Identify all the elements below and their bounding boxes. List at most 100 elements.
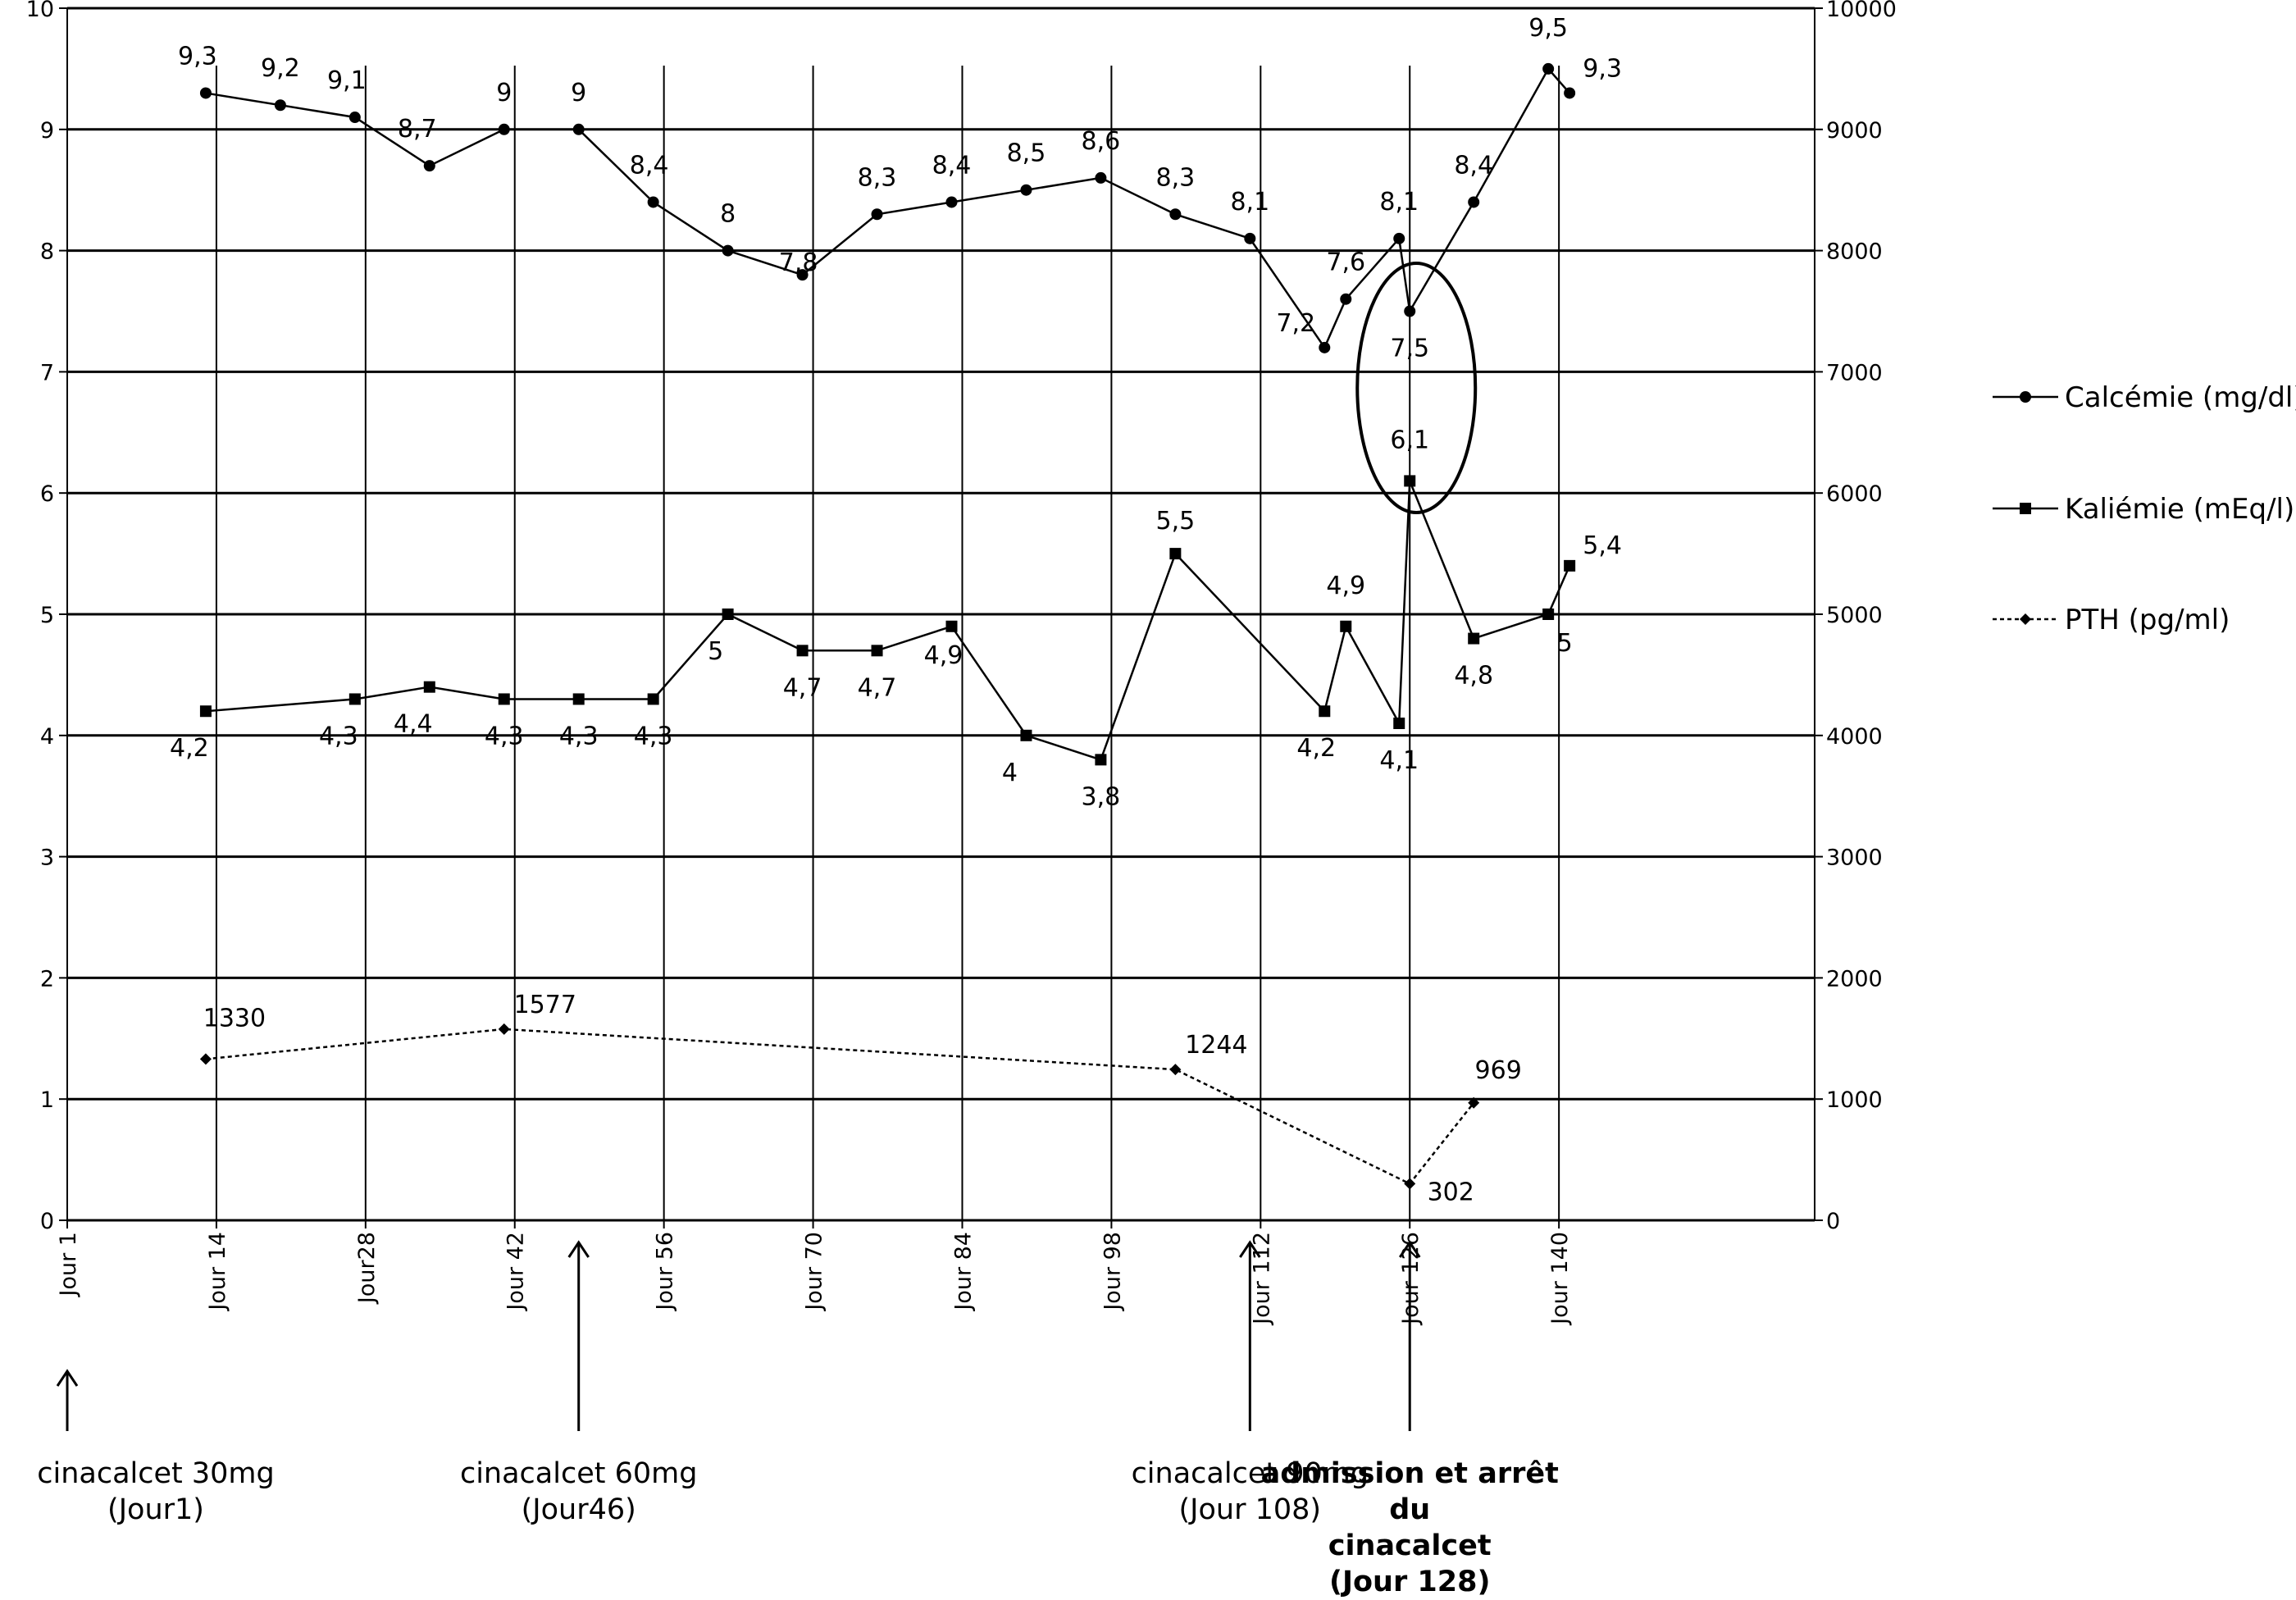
calcemie-point (1468, 196, 1480, 208)
kaliemie-point (423, 681, 435, 693)
kaliemie-point (348, 693, 361, 705)
data-label: 8,3 (858, 163, 897, 192)
right-tick-label: 2000 (1826, 966, 1883, 991)
data-label: 8,4 (630, 151, 669, 180)
legend-label: Calcémie (mg/dl) (2065, 381, 2296, 414)
kaliemie-point (1542, 609, 1555, 620)
right-tick-label: 7000 (1826, 360, 1883, 385)
data-label: 4,9 (924, 641, 963, 670)
kaliemie-point (1404, 475, 1416, 487)
x-tick-label: Jour28 (354, 1232, 380, 1305)
data-label: 8,1 (1230, 188, 1269, 217)
annotation-line: admission et arrêt du (1260, 1457, 1559, 1526)
annotation-arrowhead (1239, 1240, 1261, 1258)
kaliemie-point (498, 693, 510, 705)
calcemie-point (1244, 232, 1256, 244)
data-label: 7,8 (779, 248, 818, 277)
calcemie-point (945, 196, 958, 208)
x-tick-label: Jour 98 (1100, 1232, 1125, 1312)
calcemie-point (1319, 341, 1331, 353)
kaliemie-point (572, 693, 585, 705)
legend-marker-circle (2020, 391, 2031, 403)
data-label: 9,5 (1528, 14, 1568, 43)
legend-label: PTH (pg/ml) (2065, 604, 2230, 636)
data-label: 4,2 (1296, 734, 1336, 763)
calcemie-point (1393, 232, 1405, 244)
pth-point (1169, 1064, 1182, 1076)
right-tick-label: 6000 (1826, 481, 1883, 507)
annotation-line: (Jour 128) (1328, 1566, 1491, 1598)
kaliemie-point (1095, 754, 1107, 766)
data-label: 5,4 (1583, 531, 1622, 560)
right-tick-label: 3000 (1826, 846, 1883, 871)
data-label: 4 (1002, 759, 1018, 787)
data-label: 302 (1428, 1178, 1474, 1206)
annotation-arrowhead (567, 1240, 590, 1258)
data-label: 4,8 (1454, 662, 1493, 691)
annotation-arrowhead (56, 1369, 79, 1387)
left-tick-label: 3 (40, 846, 54, 871)
left-tick-label: 1 (40, 1087, 54, 1113)
calcemie-point (572, 123, 585, 135)
kaliemie-point (945, 620, 958, 632)
data-label: 9,1 (327, 66, 367, 95)
x-tick-label: Jour 14 (205, 1232, 230, 1312)
data-label: 4,9 (1326, 572, 1365, 600)
x-tick-label: Jour 42 (503, 1232, 529, 1312)
left-tick-label: 6 (40, 481, 54, 507)
grid-lines (67, 7, 1815, 1222)
data-label: 8,7 (398, 115, 437, 144)
data-label: 8,3 (1156, 163, 1196, 192)
x-tick-label: Jour 56 (653, 1232, 678, 1312)
kaliemie-point (1020, 729, 1032, 741)
data-label: 7,2 (1276, 309, 1315, 338)
data-label: 1330 (203, 1004, 266, 1032)
annotation-line: (Jour46) (521, 1493, 636, 1526)
data-label: 4,1 (1379, 746, 1419, 775)
data-label: 1577 (514, 991, 576, 1019)
left-tick-label: 8 (40, 239, 54, 265)
kaliemie-point (871, 645, 883, 657)
data-label: 8,6 (1082, 127, 1121, 156)
legend: Calcémie (mg/dl) Kaliémie (mEq/l) PTH (pg/… (1993, 381, 2296, 636)
annotation-arrowhead (1398, 1240, 1421, 1258)
data-label: 7,6 (1326, 248, 1365, 277)
left-tick-label: 4 (40, 724, 54, 750)
axes: 0 1 2 3 4 5 6 7 8 9 10 0 1000 2000 3000 4000 5000 6000 700… (26, 0, 1897, 1431)
left-tick-label: 0 (40, 1209, 54, 1234)
calcemie-point (722, 244, 734, 257)
data-label: 4,3 (485, 722, 524, 750)
annotation-line: cinacalcet (1328, 1529, 1492, 1562)
right-tick-label: 1000 (1826, 1087, 1883, 1113)
kaliemie-point (1393, 718, 1405, 730)
calcemie-point (498, 123, 510, 135)
data-label: 4,4 (394, 710, 433, 739)
annotation-line: (Jour1) (107, 1493, 204, 1526)
kaliemie-point (1169, 548, 1182, 560)
data-label: 9,2 (261, 54, 300, 83)
x-tick-label: Jour 84 (950, 1232, 976, 1312)
kaliemie-point (1319, 705, 1331, 718)
pth-point (1468, 1096, 1480, 1109)
calcemie-point (871, 208, 883, 221)
left-tick-label: 9 (40, 118, 54, 144)
calcemie-point (1095, 171, 1107, 184)
data-label: 4,3 (634, 722, 673, 750)
kaliemie-point (1564, 559, 1576, 572)
right-tick-label: 8000 (1826, 239, 1883, 265)
left-tick-label: 2 (40, 966, 54, 991)
calcemie-point (1564, 87, 1576, 99)
annotation-text: cinacalcet 30mg (Jour1) (0, 1456, 312, 1528)
calcemie-point (1542, 62, 1555, 75)
right-tick-label: 0 (1826, 1209, 1840, 1234)
data-label: 4,2 (170, 734, 209, 763)
data-label: 8 (720, 200, 736, 229)
data-label: 8,1 (1379, 188, 1419, 217)
pth-point (199, 1053, 212, 1065)
calcemie-point (199, 87, 212, 99)
series-line-0 (205, 66, 1571, 350)
data-label: 9,3 (178, 42, 217, 71)
data-label: 5,5 (1156, 507, 1196, 536)
data-label: 969 (1475, 1056, 1522, 1085)
calcemie-point (1169, 208, 1182, 221)
